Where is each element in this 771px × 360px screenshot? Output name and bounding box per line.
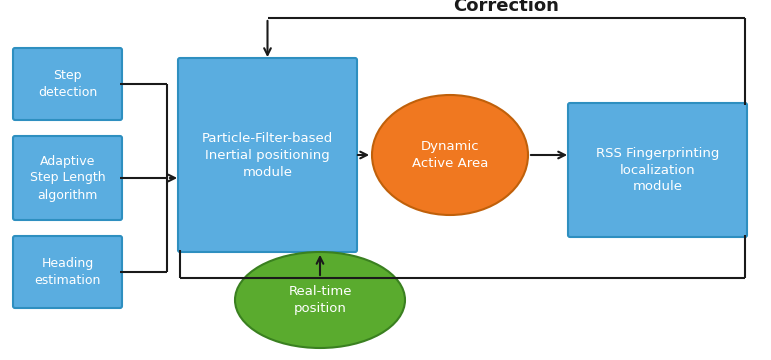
- FancyBboxPatch shape: [13, 236, 122, 308]
- FancyBboxPatch shape: [13, 136, 122, 220]
- Text: Adaptive
Step Length
algorithm: Adaptive Step Length algorithm: [30, 154, 106, 202]
- Text: Dynamic
Active Area: Dynamic Active Area: [412, 140, 488, 170]
- Text: Real-time
position: Real-time position: [288, 285, 352, 315]
- FancyBboxPatch shape: [568, 103, 747, 237]
- Text: Heading
estimation: Heading estimation: [35, 257, 101, 287]
- Text: Correction: Correction: [453, 0, 559, 15]
- Text: Step
detection: Step detection: [38, 69, 97, 99]
- Text: Particle-Filter-based
Inertial positioning
module: Particle-Filter-based Inertial positioni…: [202, 131, 333, 179]
- FancyBboxPatch shape: [178, 58, 357, 252]
- Ellipse shape: [372, 95, 528, 215]
- FancyBboxPatch shape: [13, 48, 122, 120]
- Text: RSS Fingerprinting
localization
module: RSS Fingerprinting localization module: [596, 147, 719, 194]
- Ellipse shape: [235, 252, 405, 348]
